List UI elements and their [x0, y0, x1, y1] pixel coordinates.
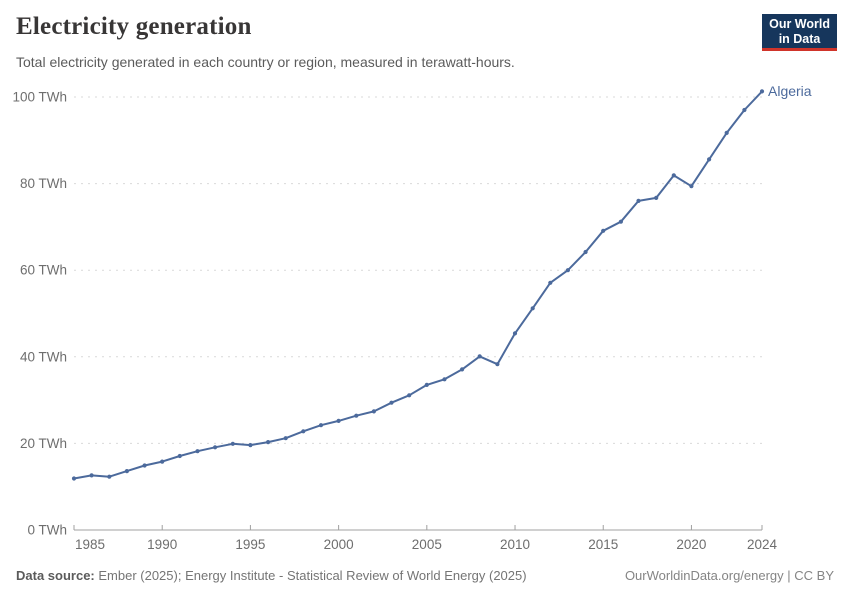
page-title: Electricity generation [16, 13, 252, 40]
data-point[interactable] [477, 354, 482, 359]
y-axis-tick-label: 100 TWh [12, 90, 67, 105]
data-point[interactable] [460, 367, 465, 372]
owid-logo-line2: in Data [778, 31, 821, 46]
x-axis-tick-label: 2015 [588, 537, 618, 552]
data-point[interactable] [671, 173, 676, 178]
data-point[interactable] [548, 280, 553, 285]
y-axis-tick-label: 40 TWh [20, 349, 67, 364]
data-point[interactable] [654, 195, 659, 200]
data-point[interactable] [389, 400, 394, 405]
data-point[interactable] [195, 449, 200, 454]
owid-url-license-link[interactable]: OurWorldinData.org/energy | CC BY [624, 568, 834, 583]
data-point[interactable] [142, 463, 147, 468]
data-source-text: Ember (2025); Energy Institute - Statist… [94, 568, 527, 583]
x-axis-tick-label: 2005 [412, 537, 442, 552]
data-point[interactable] [283, 436, 288, 441]
x-axis-tick-label: 1985 [75, 537, 105, 552]
x-axis-tick-label: 1990 [147, 537, 177, 552]
x-axis-tick-label: 2020 [676, 537, 706, 552]
x-axis-tick-label: 1995 [235, 537, 265, 552]
data-point[interactable] [301, 429, 306, 434]
data-point[interactable] [512, 331, 518, 336]
data-point[interactable] [266, 440, 271, 445]
data-point[interactable] [724, 130, 729, 135]
data-point[interactable] [318, 423, 324, 428]
data-point[interactable] [124, 469, 129, 474]
data-point[interactable] [530, 306, 535, 311]
chart-footer: Data source: Ember (2025); Energy Instit… [0, 568, 850, 583]
y-axis-tick-label: 20 TWh [20, 436, 67, 451]
data-point[interactable] [565, 268, 571, 273]
data-point[interactable] [689, 184, 694, 189]
data-point[interactable] [424, 382, 429, 387]
x-axis-tick-label: 2010 [500, 537, 530, 552]
y-axis-tick-label: 80 TWh [20, 176, 67, 191]
data-point[interactable] [248, 443, 253, 448]
data-point[interactable] [636, 198, 641, 203]
chart-subtitle: Total electricity generated in each coun… [16, 54, 515, 70]
y-axis-tick-label: 0 TWh [27, 523, 67, 538]
series-end-label[interactable]: Algeria [768, 83, 812, 99]
data-point[interactable] [442, 377, 447, 382]
data-point[interactable] [707, 157, 712, 162]
data-point[interactable] [230, 441, 235, 446]
data-point[interactable] [160, 459, 165, 464]
x-axis-tick-label: 2000 [324, 537, 354, 552]
data-point[interactable] [742, 107, 747, 113]
data-point[interactable] [177, 453, 182, 459]
data-point[interactable] [407, 393, 412, 398]
data-source-label: Data source: [16, 568, 95, 583]
series-line[interactable] [73, 90, 763, 480]
data-point[interactable] [213, 445, 218, 450]
data-point[interactable] [601, 228, 606, 233]
owid-logo[interactable]: Our World in Data [762, 14, 837, 51]
data-point[interactable] [336, 418, 341, 423]
x-axis-tick-label: 2024 [747, 537, 778, 552]
data-point[interactable] [583, 249, 588, 255]
owid-logo-line1: Our World [769, 17, 830, 31]
data-source-note: Data source: Ember (2025); Energy Instit… [16, 568, 527, 583]
data-point[interactable] [89, 473, 94, 478]
y-axis-tick-label: 60 TWh [20, 263, 67, 278]
data-point[interactable] [71, 476, 77, 481]
data-point[interactable] [759, 89, 765, 94]
data-point[interactable] [107, 474, 112, 479]
data-point[interactable] [495, 362, 500, 367]
data-point[interactable] [618, 219, 624, 224]
data-point[interactable] [371, 409, 376, 414]
data-point[interactable] [354, 413, 359, 418]
series-algeria[interactable]: Algeria [71, 83, 812, 481]
